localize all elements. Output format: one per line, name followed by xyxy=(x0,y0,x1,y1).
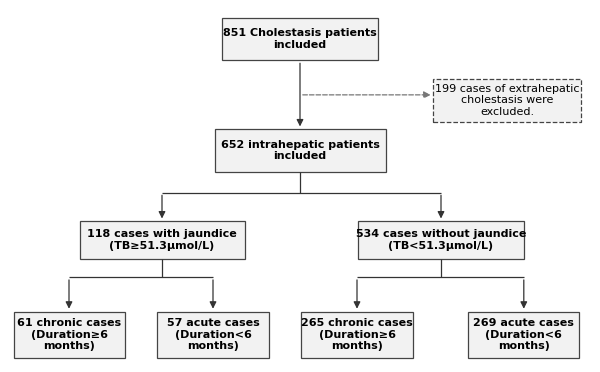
Text: 265 chronic cases
(Duration≥6
months): 265 chronic cases (Duration≥6 months) xyxy=(301,318,413,352)
FancyBboxPatch shape xyxy=(157,311,269,358)
Text: 534 cases without jaundice
(TB<51.3μmol/L): 534 cases without jaundice (TB<51.3μmol/… xyxy=(356,229,526,251)
Text: 57 acute cases
(Duration<6
months): 57 acute cases (Duration<6 months) xyxy=(167,318,259,352)
Text: 61 chronic cases
(Duration≥6
months): 61 chronic cases (Duration≥6 months) xyxy=(17,318,121,352)
Text: 851 Cholestasis patients
included: 851 Cholestasis patients included xyxy=(223,28,377,50)
Text: 199 cases of extrahepatic
cholestasis were
excluded.: 199 cases of extrahepatic cholestasis we… xyxy=(435,84,579,117)
Text: 118 cases with jaundice
(TB≥51.3μmol/L): 118 cases with jaundice (TB≥51.3μmol/L) xyxy=(87,229,237,251)
Text: 652 intrahepatic patients
included: 652 intrahepatic patients included xyxy=(221,140,379,161)
FancyBboxPatch shape xyxy=(215,129,386,172)
FancyBboxPatch shape xyxy=(14,311,125,358)
Text: 269 acute cases
(Duration<6
months): 269 acute cases (Duration<6 months) xyxy=(473,318,574,352)
FancyBboxPatch shape xyxy=(301,311,413,358)
FancyBboxPatch shape xyxy=(468,311,580,358)
FancyBboxPatch shape xyxy=(358,221,523,259)
FancyBboxPatch shape xyxy=(222,17,378,60)
FancyBboxPatch shape xyxy=(79,221,245,259)
FancyBboxPatch shape xyxy=(433,79,581,122)
